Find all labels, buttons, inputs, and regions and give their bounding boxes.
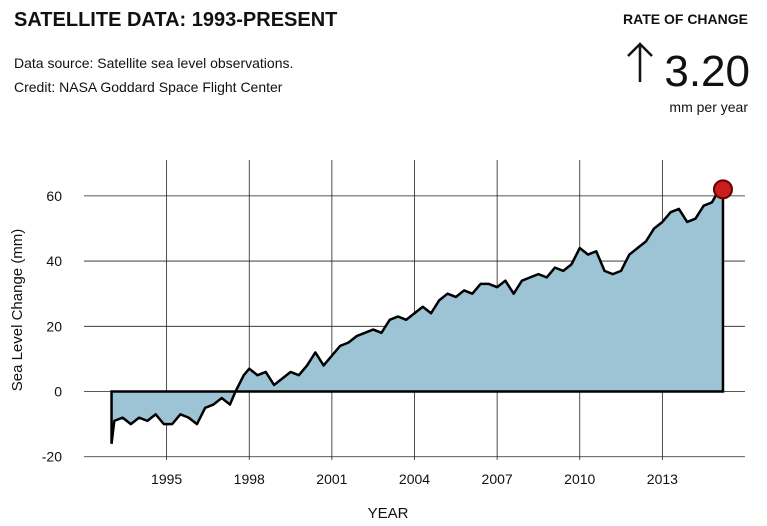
y-tick-label: 0 [54, 384, 62, 400]
area [111, 189, 723, 444]
latest-point [712, 179, 733, 200]
x-tick-label: 1998 [234, 471, 265, 487]
y-axis-label: Sea Level Change (mm) [9, 229, 26, 392]
baseline [110, 189, 725, 444]
up-arrow [627, 42, 653, 82]
source: Data source: Satellite sea level observa… [14, 55, 293, 71]
y-tick-label: -20 [42, 449, 62, 465]
credit: Credit: NASA Goddard Space Flight Center [14, 79, 283, 95]
rate-value: 3.20 [664, 47, 750, 96]
x-tick-label: 2004 [399, 471, 430, 487]
y-tick-label: 40 [46, 253, 62, 269]
x-tick-label: 1995 [151, 471, 182, 487]
chart-title: SATELLITE DATA: 1993-PRESENT [14, 9, 337, 31]
x-axis-label: YEAR [368, 505, 409, 522]
rate-label: RATE OF CHANGE [623, 11, 748, 27]
y-tick-label: 60 [46, 188, 62, 204]
rate-unit: mm per year [669, 99, 748, 115]
y-tick-label: 20 [46, 318, 62, 334]
x-tick-label: 2007 [482, 471, 513, 487]
x-tick-label: 2013 [647, 471, 678, 487]
x-tick-label: 2001 [316, 471, 347, 487]
line [110, 188, 724, 444]
x-tick-label: 2010 [564, 471, 595, 487]
